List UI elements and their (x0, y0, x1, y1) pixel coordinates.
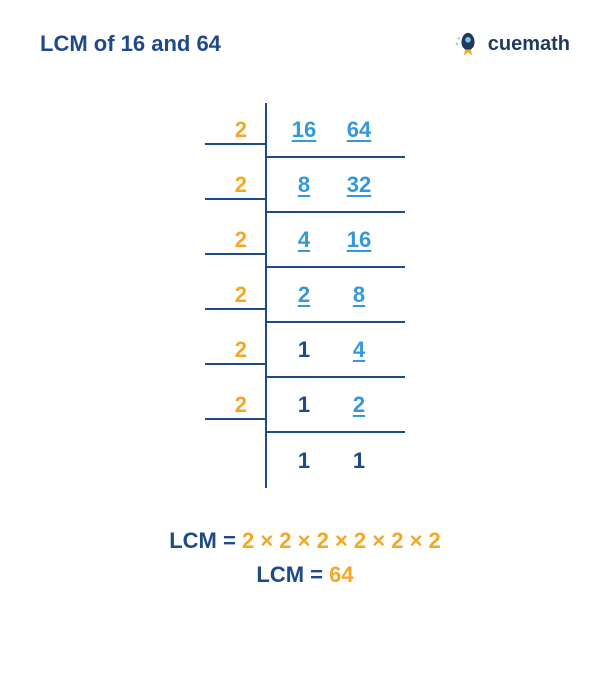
division-number[interactable]: 64 (344, 117, 374, 143)
division-number: 1 (344, 448, 374, 474)
divisor-cell: 2 (205, 282, 265, 310)
division-number[interactable]: 4 (289, 227, 319, 253)
divisor-cell: 2 (205, 392, 265, 420)
divisor-cell: 2 (205, 172, 265, 200)
lcm-result-line: LCM = 64 (40, 562, 570, 588)
table-row: 11 (205, 433, 405, 488)
lcm-division-table: 216642832241622821421211 (205, 103, 405, 488)
divisor-cell: 2 (205, 227, 265, 255)
table-row: 228 (205, 268, 405, 323)
divisor-cell: 2 (205, 117, 265, 145)
lcm-label: LCM (256, 562, 304, 587)
numbers-cell: 1664 (265, 103, 405, 158)
division-number[interactable]: 8 (344, 282, 374, 308)
numbers-cell: 28 (265, 268, 405, 323)
division-number: 1 (289, 337, 319, 363)
equals-sign: = (310, 562, 329, 587)
division-number[interactable]: 32 (344, 172, 374, 198)
lcm-expression-line: LCM = 2 × 2 × 2 × 2 × 2 × 2 (40, 528, 570, 554)
numbers-cell: 8 32 (265, 158, 405, 213)
rocket-icon (454, 30, 482, 58)
table-row: 212 (205, 378, 405, 433)
numbers-cell: 11 (265, 433, 405, 488)
table-row: 28 32 (205, 158, 405, 213)
result-area: LCM = 2 × 2 × 2 × 2 × 2 × 2 LCM = 64 (40, 528, 570, 588)
lcm-expression: 2 × 2 × 2 × 2 × 2 × 2 (242, 528, 441, 553)
division-number[interactable]: 4 (344, 337, 374, 363)
numbers-cell: 12 (265, 378, 405, 433)
division-number[interactable]: 2 (289, 282, 319, 308)
lcm-result-value: 64 (329, 562, 353, 587)
lcm-label: LCM (169, 528, 217, 553)
table-row: 24 16 (205, 213, 405, 268)
table-row: 214 (205, 323, 405, 378)
table-row: 21664 (205, 103, 405, 158)
divisor-cell: 2 (205, 337, 265, 365)
division-number[interactable]: 16 (289, 117, 319, 143)
logo-text: cuemath (488, 33, 570, 56)
division-number[interactable]: 8 (289, 172, 319, 198)
numbers-cell: 4 16 (265, 213, 405, 268)
page-title: LCM of 16 and 64 (40, 31, 221, 57)
logo: cuemath (454, 30, 570, 58)
division-number[interactable]: 16 (344, 227, 374, 253)
division-number: 1 (289, 392, 319, 418)
division-number: 1 (289, 448, 319, 474)
equals-sign: = (223, 528, 242, 553)
header: LCM of 16 and 64 cuemath (40, 30, 570, 58)
numbers-cell: 14 (265, 323, 405, 378)
division-number[interactable]: 2 (344, 392, 374, 418)
